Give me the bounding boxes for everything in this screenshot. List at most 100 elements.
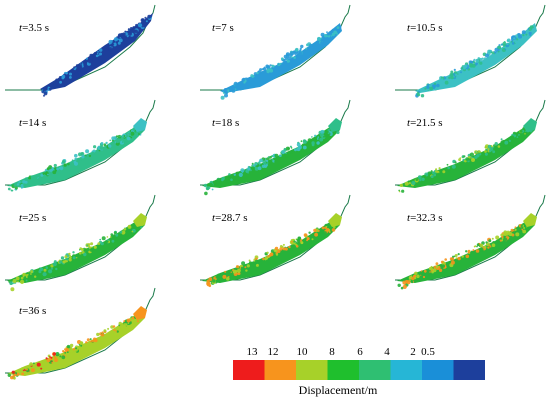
particle-dot [446, 76, 449, 79]
particle-dot [50, 360, 53, 362]
particle-dot [503, 231, 506, 235]
particle-dot [24, 185, 26, 188]
particle-dot [428, 267, 432, 270]
particle-dot [511, 231, 516, 235]
particle-dot [83, 64, 86, 67]
particle-dot [458, 158, 461, 162]
particle-dot [36, 272, 39, 275]
particle-dot [519, 129, 523, 133]
particle-dot [454, 254, 458, 257]
particle-dot [423, 269, 427, 273]
particle-dot [479, 61, 483, 65]
particle-dot [101, 331, 104, 334]
particle-dot [450, 260, 455, 265]
particle-dot [513, 37, 516, 40]
particle-dot [288, 245, 291, 249]
particle-dot [113, 234, 116, 236]
particle-dot [67, 162, 70, 166]
particle-dot [115, 139, 120, 144]
particle-dot [126, 136, 131, 141]
particle-dot [262, 257, 265, 261]
particle-dot [432, 268, 437, 273]
particle-dot [279, 245, 283, 248]
particle-dot [107, 327, 110, 330]
particle-dot [502, 41, 507, 46]
particle-dot [145, 20, 148, 23]
particle-dot [141, 19, 144, 21]
particle-dot [404, 181, 409, 186]
slide-mass-body [397, 122, 535, 188]
particle-dot [283, 58, 286, 61]
particle-dot [461, 255, 464, 258]
particle-dot [24, 177, 28, 181]
legend-swatch [422, 360, 454, 380]
particle-dot [88, 59, 93, 64]
particle-dot [66, 260, 68, 263]
particle-dot [245, 269, 248, 272]
particle-dot [116, 330, 119, 333]
particle-dot [139, 134, 142, 136]
particle-dot [94, 52, 96, 54]
particle-dot [121, 141, 124, 143]
particle-dot [83, 252, 87, 257]
particle-dot [43, 94, 45, 97]
particle-dot [99, 52, 102, 56]
particle-dot [314, 134, 317, 137]
particle-dot [39, 267, 44, 271]
legend-ticks: 13 12 10 8 6 4 2 0.5 [247, 346, 436, 358]
particle-dot [117, 34, 121, 38]
particle-dot [497, 50, 500, 53]
particle-dot [251, 166, 255, 171]
particle-dot [435, 262, 439, 266]
particle-dot [271, 64, 274, 67]
particle-dot [280, 57, 284, 61]
particle-dot [491, 243, 496, 247]
particle-dot [120, 141, 123, 143]
particle-dot [294, 148, 297, 152]
panel-8: t=28.7 s [200, 194, 351, 288]
particle-dot [452, 255, 455, 258]
particle-dot [272, 251, 274, 253]
particle-dot [487, 144, 492, 149]
particle-dot [56, 167, 59, 171]
particle-dot [463, 64, 468, 69]
particle-dot [123, 323, 127, 327]
particle-dot [80, 248, 84, 251]
particle-dot [494, 51, 497, 54]
particle-dot [90, 247, 94, 251]
particle-dot [228, 173, 231, 176]
particle-dot [476, 245, 478, 248]
particle-dot [455, 257, 458, 260]
particle-dot [118, 38, 123, 43]
particle-dot [285, 152, 287, 155]
particle-dot [421, 177, 425, 181]
particle-dot [497, 45, 502, 50]
particle-dot [414, 271, 418, 275]
particle-dot [419, 271, 424, 276]
particle-dot [290, 240, 293, 243]
particle-dot [46, 167, 50, 171]
particle-dot [45, 357, 48, 360]
particle-dot [230, 178, 233, 182]
particle-dot [248, 261, 252, 265]
particle-dot [7, 187, 11, 191]
slide-mass-body [202, 217, 340, 283]
particle-dot [111, 43, 115, 46]
particle-dot [467, 251, 470, 254]
particle-dot [128, 132, 131, 135]
particle-dot [307, 142, 310, 145]
particle-dot [235, 265, 240, 269]
particle-dot [441, 264, 445, 268]
particle-dot [97, 242, 101, 245]
particle-dot [282, 247, 286, 251]
particle-dot [93, 245, 97, 249]
particle-dot [489, 246, 492, 248]
panel-7: t=25 s [5, 194, 156, 292]
particle-dot [494, 142, 498, 146]
particle-dot [238, 83, 243, 88]
particle-dot [98, 149, 101, 152]
particle-dot [324, 34, 328, 38]
particle-dot [127, 225, 132, 229]
particle-dot [515, 34, 519, 38]
particle-dot [16, 183, 20, 186]
